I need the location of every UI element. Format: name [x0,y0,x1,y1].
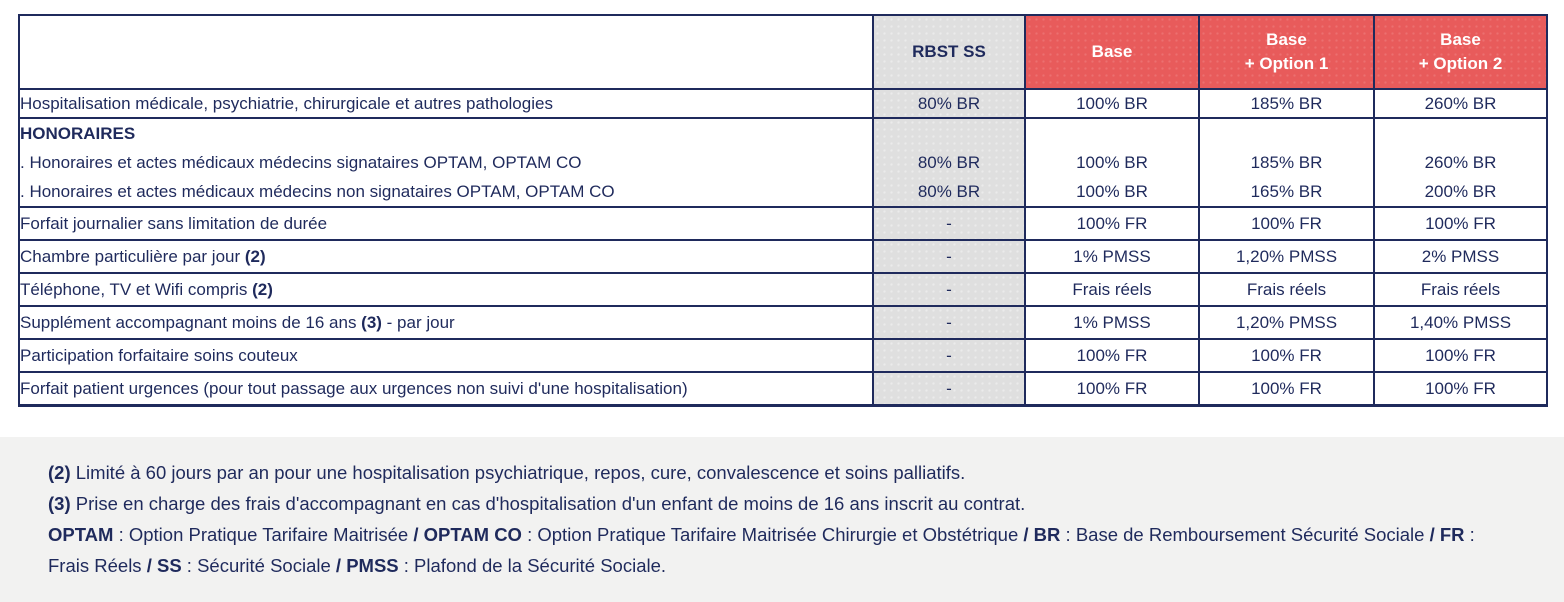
cell-base: Frais réels [1024,272,1200,307]
column-header-base-option-1: Base + Option 1 [1198,14,1375,90]
cell-base-option-2: 260% BR [1373,88,1548,119]
cell-base: 100% BR [1024,88,1200,119]
column-header-label: Base [1091,42,1133,61]
cell-rbst-ss: 80% BR [872,88,1026,119]
cell-rbst-ss: - [872,206,1026,241]
text: Hospitalisation médicale, psychiatrie, c… [20,93,553,113]
bold-text: / BR [1023,524,1061,545]
cell-base-option-1: 1,20% PMSS [1198,305,1375,340]
row-label: Supplément accompagnant moins de 16 ans … [18,305,874,340]
cell-base-option-2: 1,40% PMSS [1373,305,1548,340]
bold-text: (3) [361,312,382,332]
text: : Sécurité Sociale [181,555,336,576]
row-label: Téléphone, TV et Wifi compris (2) [18,272,874,307]
cell-rbst-ss: 80% BR 80% BR [872,117,1026,208]
cell-base: 100% FR [1024,338,1200,373]
cell-base: 100% BR 100% BR [1024,117,1200,208]
text: : Option Pratique Tarifaire Maitrisée [113,524,414,545]
cell-base-option-2: 2% PMSS [1373,239,1548,274]
cell-base-option-2: 100% FR [1373,206,1548,241]
row-label: Chambre particulière par jour (2) [18,239,874,274]
glossary: OPTAM : Option Pratique Tarifaire Maitri… [48,519,1520,581]
cell-base: 100% FR [1024,206,1200,241]
cell-rbst-ss: - [872,272,1026,307]
cell-base: 100% FR [1024,371,1200,407]
text: : Option Pratique Tarifaire Maitrisée Ch… [521,524,1024,545]
column-header-label: Base [1440,30,1481,49]
hospitalisation-benefits-table: RBST SS Base Base + Option 1 Base + Opti… [18,14,1548,407]
cell-rbst-ss: - [872,338,1026,373]
text: - par jour [381,312,455,332]
table-row-chambre-particuliere: Chambre particulière par jour (2) - 1% P… [18,239,1548,274]
bold-text: (2) [48,462,71,483]
cell-rbst-ss: - [872,371,1026,407]
text: Supplément accompagnant moins de 16 ans [20,312,362,332]
text: Chambre particulière par jour [20,246,245,266]
row-label: Participation forfaitaire soins couteux [18,338,874,373]
cell-base-option-1: 185% BR [1198,88,1375,119]
column-header-label: Base [1266,30,1307,49]
cell-base-option-2: 260% BR 200% BR [1373,117,1548,208]
footnote-2: (2) Limité à 60 jours par an pour une ho… [48,457,1520,488]
column-header-label: RBST SS [912,42,986,61]
table-row-hospitalisation: Hospitalisation médicale, psychiatrie, c… [18,88,1548,119]
bold-text: (2) [244,246,266,266]
cell-base-option-2: 100% FR [1373,338,1548,373]
honoraires-subline: . Honoraires et actes médicaux médecins … [20,153,582,172]
header-spacer [18,14,874,90]
bold-text: / FR [1429,524,1465,545]
column-header-rbst-ss: RBST SS [872,14,1026,90]
table-row-participation-forfaitaire: Participation forfaitaire soins couteux … [18,338,1548,373]
row-label: HONORAIRES . Honoraires et actes médicau… [18,117,874,208]
cell-base-option-1: 100% FR [1198,206,1375,241]
text: : Plafond de la Sécurité Sociale. [398,555,667,576]
cell-base-option-2: 100% FR [1373,371,1548,407]
honoraires-subline: . Honoraires et actes médicaux médecins … [20,182,615,201]
text: Téléphone, TV et Wifi compris [20,279,253,299]
table-row-supplement-accompagnant: Supplément accompagnant moins de 16 ans … [18,305,1548,340]
header-row: RBST SS Base Base + Option 1 Base + Opti… [18,14,1548,90]
cell-base-option-1: Frais réels [1198,272,1375,307]
cell-rbst-ss: - [872,239,1026,274]
text: Prise en charge des frais d'accompagnant… [70,493,1026,514]
honoraires-heading: HONORAIRES [20,124,136,143]
table-row-forfait-journalier: Forfait journalier sans limitation de du… [18,206,1548,241]
cell-base: 1% PMSS [1024,239,1200,274]
row-label: Forfait patient urgences (pour tout pass… [18,371,874,407]
cell-rbst-ss: - [872,305,1026,340]
column-header-base: Base [1024,14,1200,90]
footnote-3: (3) Prise en charge des frais d'accompag… [48,488,1520,519]
table-row-forfait-patient-urgences: Forfait patient urgences (pour tout pass… [18,371,1548,407]
text: Forfait patient urgences (pour tout pass… [20,378,688,398]
table-row-honoraires: HONORAIRES . Honoraires et actes médicau… [18,117,1548,208]
bold-text: OPTAM [48,524,114,545]
cell-base-option-1: 100% FR [1198,371,1375,407]
column-header-base-option-2: Base + Option 2 [1373,14,1548,90]
cell-base: 1% PMSS [1024,305,1200,340]
text: Participation forfaitaire soins couteux [20,345,298,365]
cell-base-option-2: Frais réels [1373,272,1548,307]
text: : Base de Remboursement Sécurité Sociale [1060,524,1430,545]
row-label: Forfait journalier sans limitation de du… [18,206,874,241]
text: Forfait journalier sans limitation de du… [20,213,328,233]
cell-base-option-1: 185% BR 165% BR [1198,117,1375,208]
text: Limité à 60 jours par an pour une hospit… [70,462,966,483]
footnotes-panel: (2) Limité à 60 jours par an pour une ho… [0,437,1564,602]
bold-text: (3) [48,493,71,514]
bold-text: (2) [252,279,273,299]
cell-base-option-1: 1,20% PMSS [1198,239,1375,274]
text: : Frais Réels [48,524,1475,576]
column-header-label: + Option 1 [1244,54,1329,73]
column-header-label: + Option 2 [1418,54,1503,73]
bold-text: / SS [146,555,182,576]
cell-base-option-1: 100% FR [1198,338,1375,373]
bold-text: / PMSS [335,555,399,576]
bold-text: / OPTAM CO [413,524,522,545]
table-row-telephone-tv-wifi: Téléphone, TV et Wifi compris (2) - Frai… [18,272,1548,307]
row-label: Hospitalisation médicale, psychiatrie, c… [18,88,874,119]
